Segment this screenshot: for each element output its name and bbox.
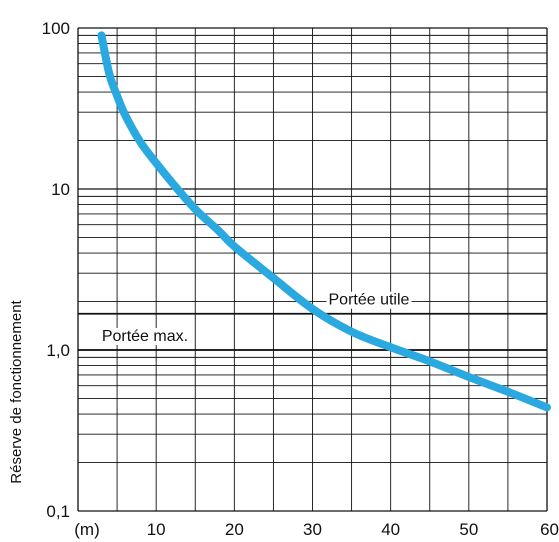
y-tick-label: 100 <box>42 19 70 38</box>
label-background <box>326 291 412 309</box>
x-tick-label: 20 <box>225 520 244 539</box>
y-tick-label: 1,0 <box>46 341 70 360</box>
y-tick-label: 10 <box>51 180 70 199</box>
x-axis-unit-label: (m) <box>74 520 99 539</box>
reference-lines: Portée utile Portée max. <box>78 291 547 351</box>
y-axis-label: Réserve de fonctionnement <box>8 299 25 483</box>
x-tick-label: 10 <box>147 520 166 539</box>
x-tick-label: 40 <box>381 520 400 539</box>
x-tick-label: 60 <box>540 520 559 539</box>
label-background <box>99 328 191 345</box>
grid <box>77 27 548 512</box>
x-tick-label: 50 <box>459 520 478 539</box>
series-line <box>97 31 551 412</box>
x-tick-label: 30 <box>303 520 322 539</box>
tick-labels: 10 20 30 40 50 60 0,1 1,0 10 100 <box>42 19 559 539</box>
series-layer <box>97 31 551 412</box>
reference-line-label: Portée max. <box>102 328 188 345</box>
y-tick-label: 0,1 <box>46 502 70 521</box>
reference-line-label: Portée utile <box>329 292 410 309</box>
